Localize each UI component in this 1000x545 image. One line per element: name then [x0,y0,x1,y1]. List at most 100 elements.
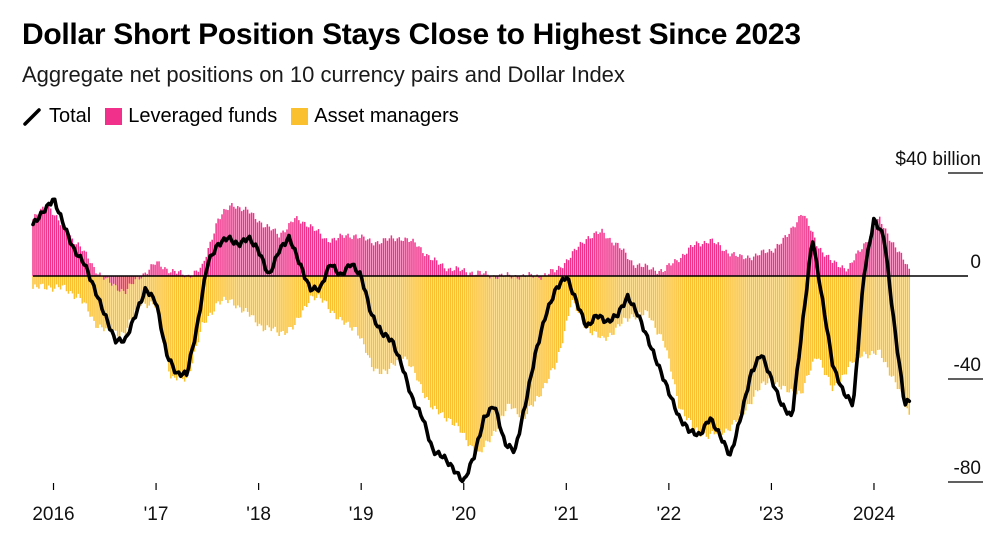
asset-bar [827,276,830,377]
leveraged-bar [640,266,643,276]
asset-bar [402,276,404,359]
asset-bar [534,276,536,402]
asset-bar [406,276,408,360]
leveraged-bar [839,267,842,276]
asset-bar [219,276,221,305]
leveraged-bar [302,221,304,276]
leveraged-bar [642,267,645,276]
leveraged-bar [111,276,113,286]
asset-bar [884,276,887,362]
leveraged-bar [634,267,637,276]
asset-bar [337,276,339,320]
leveraged-bar [630,260,633,276]
leveraged-bar [95,273,97,276]
legend-label-total: Total [49,105,92,127]
asset-bar [431,276,434,410]
asset-bar [467,276,469,447]
asset-bar [239,276,241,308]
asset-bar [778,276,781,387]
asset-bar [451,276,454,426]
leveraged-bar [368,238,371,276]
leveraged-bar [176,273,178,276]
asset-bar [321,276,324,303]
leveraged-bar [380,243,383,276]
asset-bar [652,276,655,321]
asset-bar [455,276,458,423]
leveraged-bar [343,237,345,276]
leveraged-bar [268,226,271,276]
leveraged-bar [632,265,635,276]
asset-bar [270,276,273,332]
leveraged-bar [437,264,440,276]
asset-bar [498,276,501,420]
asset-bar [880,276,883,358]
asset-bar [75,276,78,298]
asset-bar [599,276,601,339]
leveraged-bar [329,242,332,276]
asset-bar [138,276,141,308]
asset-bar [754,276,757,391]
asset-bar [148,276,150,306]
legend-label-asset: Asset managers [314,105,459,127]
leveraged-bar [166,268,168,276]
asset-bar [87,276,89,312]
leveraged-bar [652,267,655,276]
asset-bar [758,276,761,391]
asset-bar [617,276,619,325]
asset-bar [749,276,751,405]
asset-bar [577,276,580,313]
asset-bar [815,276,818,360]
leveraged-bar [97,274,99,276]
asset-bar [500,276,503,416]
asset-bar [817,276,820,359]
asset-bar [536,276,538,396]
asset-bar [573,276,576,304]
leveraged-bar [317,229,320,276]
leveraged-bar [597,234,599,276]
asset-bar [424,276,426,399]
asset-bar [213,276,215,312]
leveraged-bar [471,271,473,276]
asset-bar [172,276,174,377]
asset-bar [796,276,798,395]
asset-swatch-icon [291,108,309,125]
asset-bar [386,276,389,375]
asset-bar [439,276,442,414]
leveraged-bar [134,276,137,280]
leveraged-bar [321,238,324,276]
asset-bar [522,276,525,414]
leveraged-bar [666,264,668,276]
leveraged-bar [741,255,743,276]
asset-bar [579,276,582,314]
leveraged-bar [790,227,792,276]
asset-bar [284,276,286,335]
leveraged-bar [670,265,672,276]
leveraged-bar [138,276,141,280]
asset-bar [676,276,678,397]
asset-bar [471,276,473,447]
asset-bar [841,276,844,376]
leveraged-bar [827,254,830,276]
asset-bar [116,276,119,337]
asset-bar [877,276,879,351]
leveraged-bar [843,268,846,276]
leveraged-bar [851,262,853,276]
leveraged-bar [270,230,273,276]
asset-bar [689,276,692,421]
asset-bar [770,276,773,380]
leveraged-bar [120,276,123,289]
asset-bar [69,276,72,292]
asset-bar [254,276,257,323]
leveraged-bar [325,238,328,276]
leveraged-bar [672,263,674,276]
asset-bar [890,276,893,377]
leveraged-bar [707,243,710,276]
asset-bar [715,276,718,434]
leveraged-bar [288,223,290,276]
leveraged-bar [817,248,820,276]
asset-bar [747,276,749,405]
asset-bar [593,276,595,332]
asset-bar [282,276,284,331]
leveraged-bar [144,272,146,276]
asset-bar [656,276,658,335]
